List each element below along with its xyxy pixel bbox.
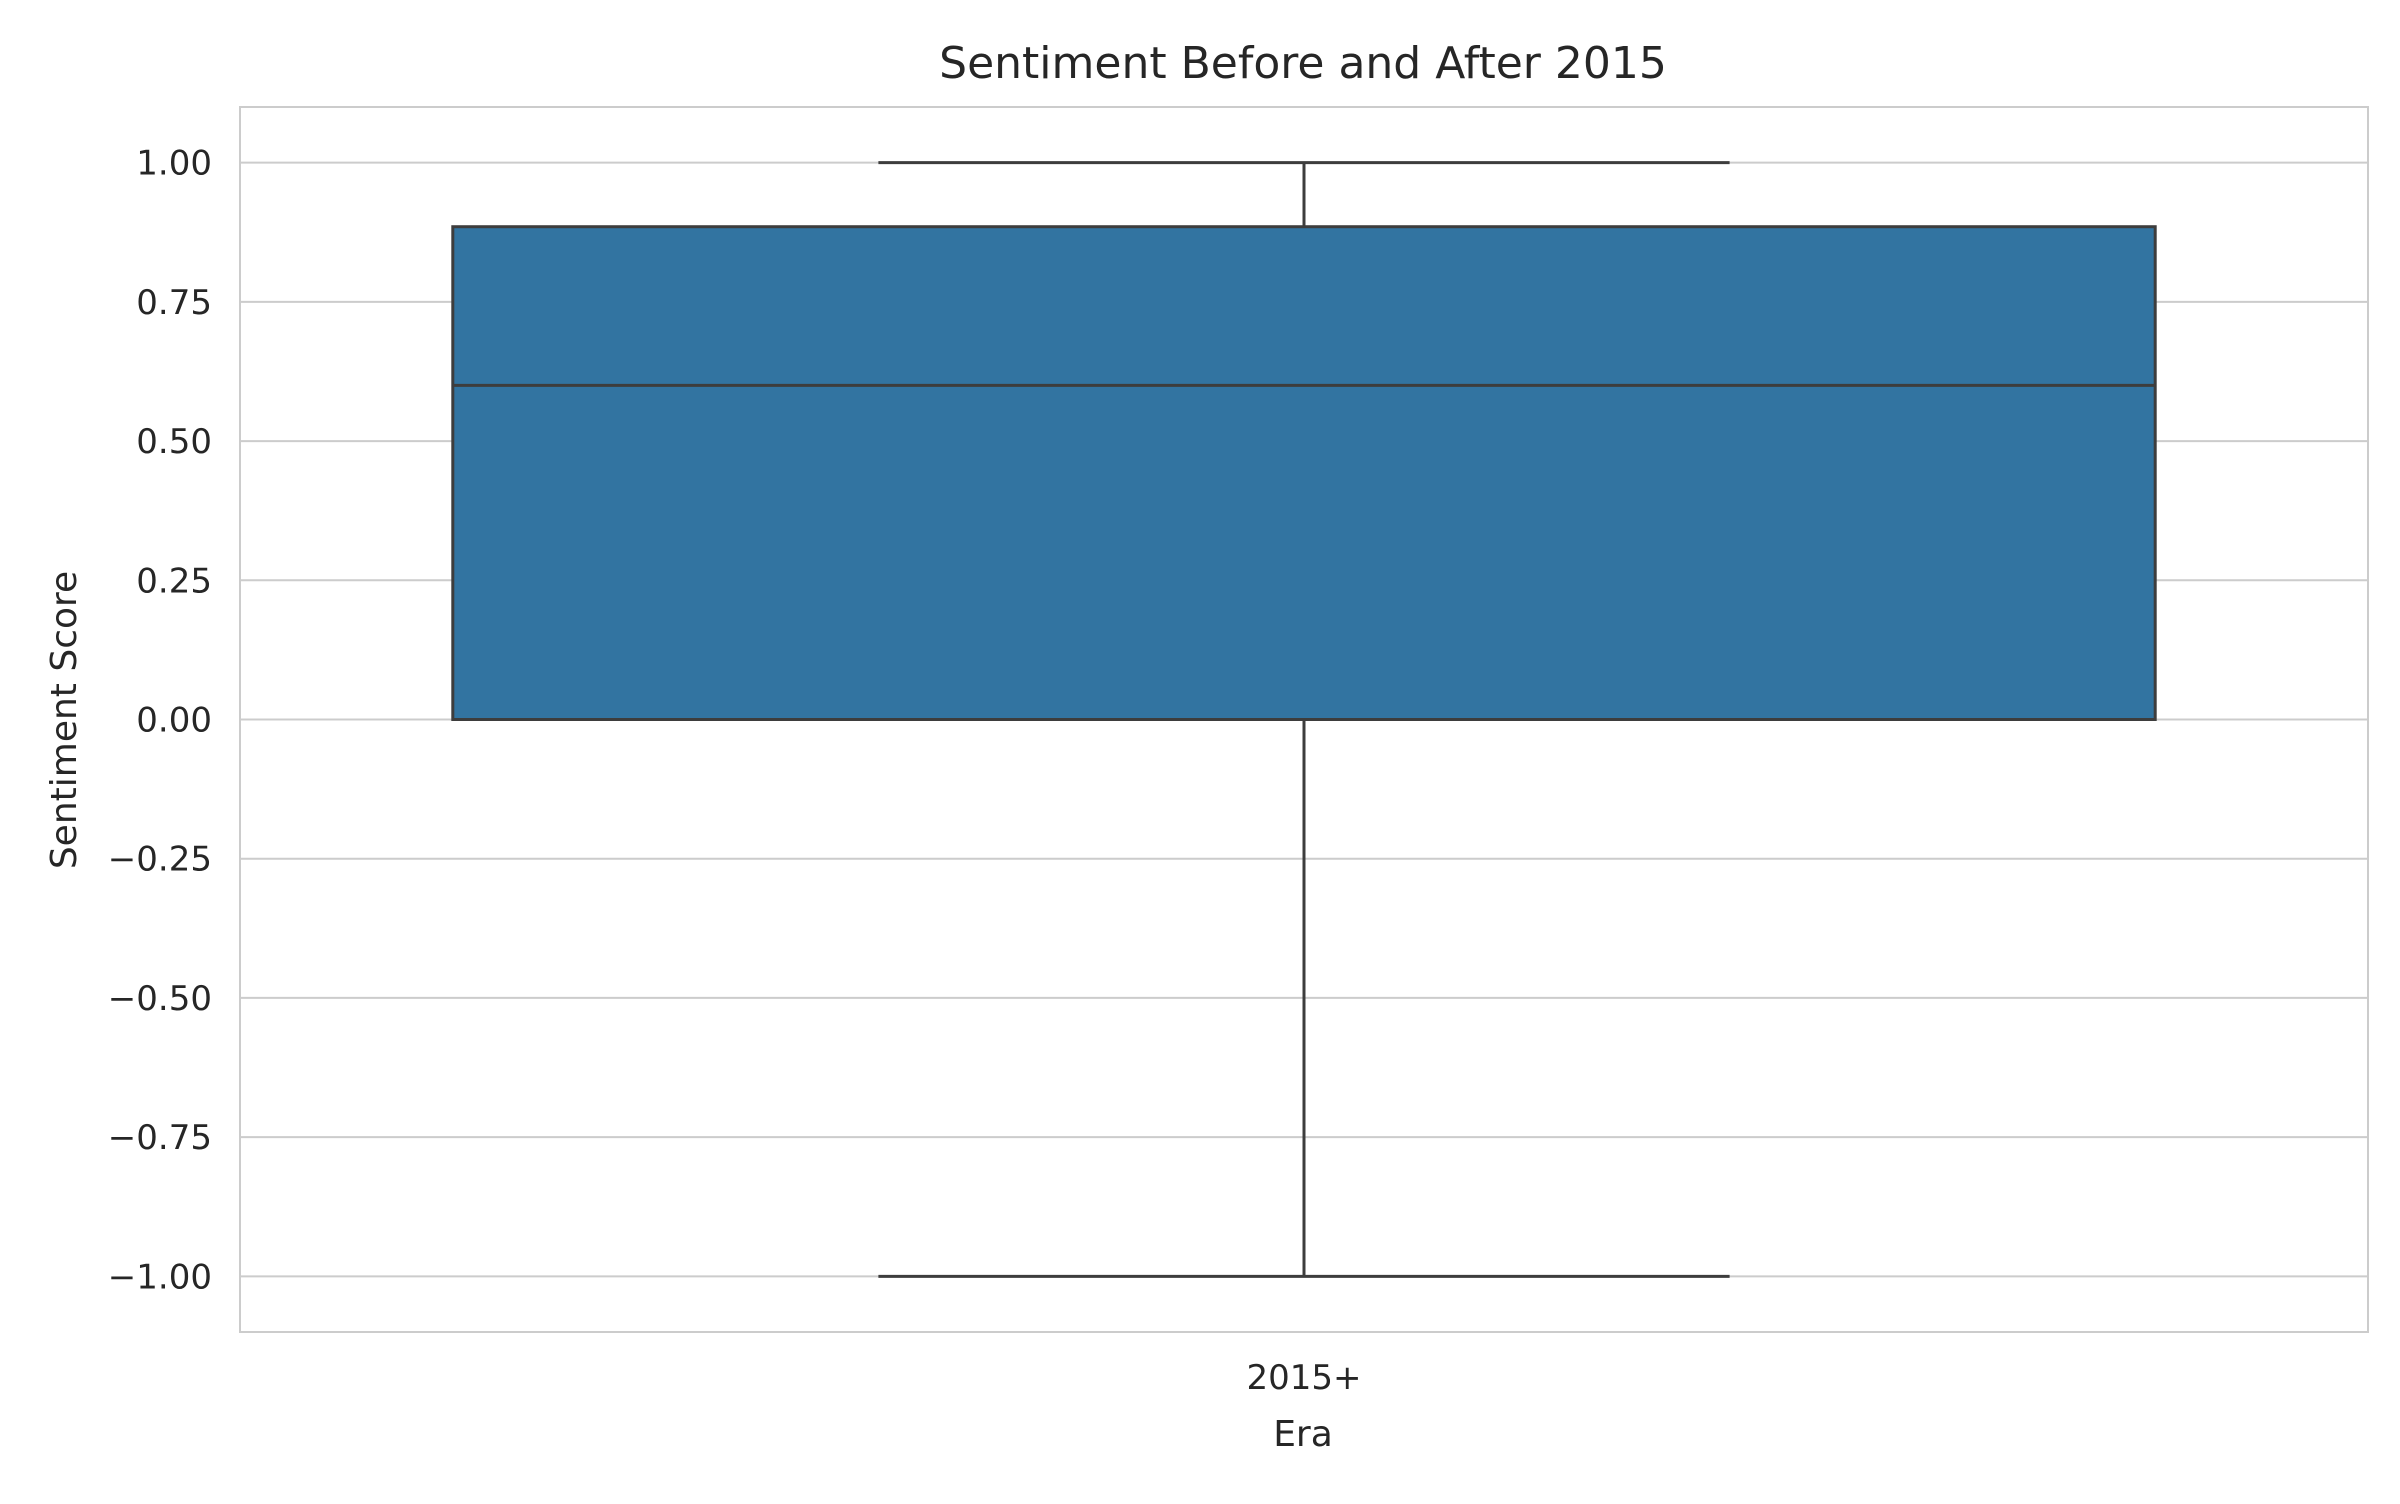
chart-title: Sentiment Before and After 2015 (939, 38, 1667, 89)
x-tick-labels: 2015+ (1246, 1358, 1361, 1398)
box-iqr (451, 225, 2157, 721)
y-tick-labels: 1.00 0.75 0.50 0.25 0.00 −0.25 −0.50 −0.75 −1.00 (108, 144, 212, 1298)
y-tick-label: 0.75 (136, 283, 212, 323)
x-axis-label: Era (1273, 1414, 1333, 1455)
y-tick-label: 0.00 (136, 701, 212, 741)
y-tick-label: 1.00 (136, 144, 212, 184)
y-tick-label: −0.75 (108, 1118, 212, 1158)
plot-area-frame (239, 106, 2369, 1333)
y-tick-label: 0.50 (136, 422, 212, 462)
box-layer (451, 161, 2157, 1278)
y-tick-label: −0.25 (108, 840, 212, 880)
y-tick-label: −0.50 (108, 979, 212, 1019)
y-tick-label: 0.25 (136, 561, 212, 601)
x-tick-label: 2015+ (1246, 1358, 1361, 1398)
y-tick-label: −1.00 (108, 1257, 212, 1297)
y-axis-label: Sentiment Score (44, 571, 85, 869)
